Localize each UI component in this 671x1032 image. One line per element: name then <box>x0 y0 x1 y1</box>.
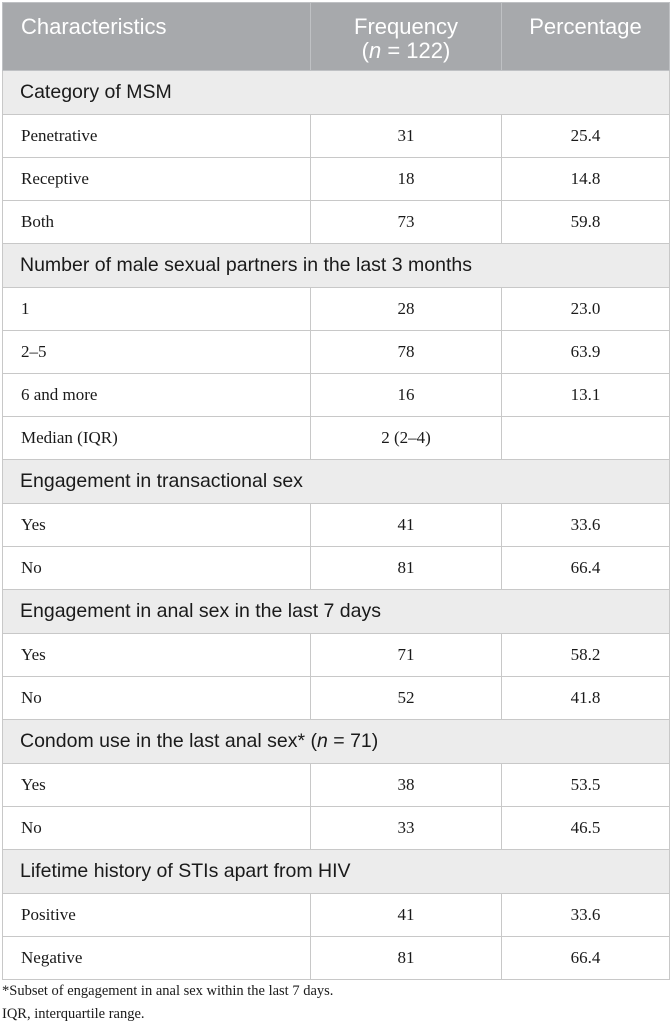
row-label: 6 and more <box>2 373 311 417</box>
row-percentage: 33.6 <box>501 893 670 937</box>
row-frequency: 28 <box>310 287 502 331</box>
section-title: Lifetime history of STIs apart from HIV <box>2 849 670 894</box>
row-frequency: 73 <box>310 200 502 244</box>
row-label: Positive <box>2 893 311 937</box>
section-row: Engagement in transactional sex <box>2 459 670 504</box>
section-title: Engagement in anal sex in the last 7 day… <box>2 589 670 634</box>
row-label: Yes <box>2 763 311 807</box>
table-row: Yes 41 33.6 <box>2 503 670 547</box>
row-percentage: 14.8 <box>501 157 670 201</box>
row-label: Yes <box>2 503 311 547</box>
table-row: Negative 81 66.4 <box>2 936 670 980</box>
row-percentage: 25.4 <box>501 114 670 158</box>
row-label: Penetrative <box>2 114 311 158</box>
header-percentage: Percentage <box>501 2 670 71</box>
row-frequency: 81 <box>310 936 502 980</box>
row-frequency: 41 <box>310 503 502 547</box>
footnote-iqr: IQR, interquartile range. <box>2 1006 145 1022</box>
row-label: No <box>2 676 311 720</box>
row-frequency: 41 <box>310 893 502 937</box>
row-label: 2–5 <box>2 330 311 374</box>
row-label: No <box>2 806 311 850</box>
footnote-subset: *Subset of engagement in anal sex within… <box>2 983 334 999</box>
row-label: Median (IQR) <box>2 416 311 460</box>
row-frequency: 33 <box>310 806 502 850</box>
section-row: Engagement in anal sex in the last 7 day… <box>2 589 670 634</box>
row-frequency: 18 <box>310 157 502 201</box>
table-row: Positive 41 33.6 <box>2 893 670 937</box>
section-row: Condom use in the last anal sex* (n = 71… <box>2 719 670 764</box>
row-percentage: 66.4 <box>501 546 670 590</box>
row-label: 1 <box>2 287 311 331</box>
row-percentage: 59.8 <box>501 200 670 244</box>
section-title: Condom use in the last anal sex* (n = 71… <box>2 719 670 764</box>
header-characteristics: Characteristics <box>2 2 311 71</box>
table-row: 6 and more 16 13.1 <box>2 373 670 417</box>
section-title: Engagement in transactional sex <box>2 459 670 504</box>
characteristics-table: Characteristics Frequency (n = 122) Perc… <box>2 2 670 980</box>
row-label: Both <box>2 200 311 244</box>
section-row: Category of MSM <box>2 70 670 115</box>
row-frequency: 52 <box>310 676 502 720</box>
table-row: 1 28 23.0 <box>2 287 670 331</box>
table-row: Median (IQR) 2 (2–4) <box>2 416 670 460</box>
footnotes: *Subset of engagement in anal sex within… <box>2 980 669 1026</box>
table-row: Penetrative 31 25.4 <box>2 114 670 158</box>
section-title: Category of MSM <box>2 70 670 115</box>
section-row: Lifetime history of STIs apart from HIV <box>2 849 670 894</box>
row-percentage: 63.9 <box>501 330 670 374</box>
row-frequency: 31 <box>310 114 502 158</box>
row-label: Yes <box>2 633 311 677</box>
row-frequency: 81 <box>310 546 502 590</box>
table-row: Yes 71 58.2 <box>2 633 670 677</box>
row-frequency: 78 <box>310 330 502 374</box>
row-percentage: 53.5 <box>501 763 670 807</box>
row-frequency: 2 (2–4) <box>310 416 502 460</box>
header-frequency: Frequency (n = 122) <box>310 2 502 71</box>
row-percentage: 41.8 <box>501 676 670 720</box>
row-percentage: 23.0 <box>501 287 670 331</box>
table-header-row: Characteristics Frequency (n = 122) Perc… <box>2 2 670 71</box>
row-percentage: 33.6 <box>501 503 670 547</box>
row-frequency: 71 <box>310 633 502 677</box>
row-label: Negative <box>2 936 311 980</box>
row-frequency: 16 <box>310 373 502 417</box>
table-row: Yes 38 53.5 <box>2 763 670 807</box>
table-row: Receptive 18 14.8 <box>2 157 670 201</box>
row-percentage: 46.5 <box>501 806 670 850</box>
row-label: No <box>2 546 311 590</box>
table-row: No 33 46.5 <box>2 806 670 850</box>
section-title: Number of male sexual partners in the la… <box>2 243 670 288</box>
section-row: Number of male sexual partners in the la… <box>2 243 670 288</box>
table-row: No 52 41.8 <box>2 676 670 720</box>
row-percentage: 66.4 <box>501 936 670 980</box>
header-frequency-label: Frequency <box>354 14 458 39</box>
row-percentage: 13.1 <box>501 373 670 417</box>
table-row: No 81 66.4 <box>2 546 670 590</box>
row-percentage <box>501 416 670 460</box>
row-frequency: 38 <box>310 763 502 807</box>
header-frequency-n: (n = 122) <box>361 38 451 63</box>
table-row: 2–5 78 63.9 <box>2 330 670 374</box>
row-percentage: 58.2 <box>501 633 670 677</box>
row-label: Receptive <box>2 157 311 201</box>
table-row: Both 73 59.8 <box>2 200 670 244</box>
